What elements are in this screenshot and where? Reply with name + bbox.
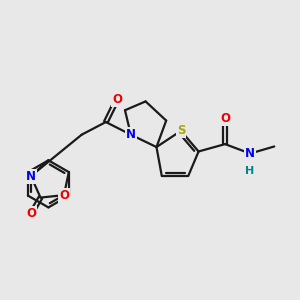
Text: N: N xyxy=(26,169,36,183)
Text: N: N xyxy=(126,128,136,141)
Text: O: O xyxy=(112,93,122,106)
Text: O: O xyxy=(59,189,69,202)
Text: N: N xyxy=(245,147,255,160)
Text: S: S xyxy=(177,124,185,137)
Text: H: H xyxy=(245,166,255,176)
Text: O: O xyxy=(26,207,36,220)
Text: O: O xyxy=(220,112,230,125)
